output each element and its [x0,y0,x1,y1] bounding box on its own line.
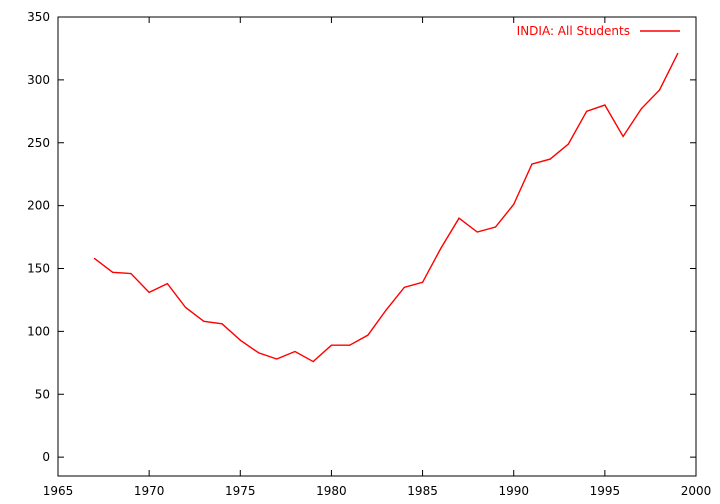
data-point [203,320,205,322]
x-tick-label: 1965 [43,484,74,498]
data-point [93,257,96,260]
data-point [421,281,424,283]
data-point [367,334,369,336]
data-point [549,158,551,160]
data-point [677,52,679,55]
series-line [94,53,679,363]
data-point [531,163,533,165]
x-tick-label: 1970 [134,484,165,498]
data-point [494,226,497,228]
data-point [440,247,442,249]
legend-label: INDIA: All Students [517,24,630,38]
legend: INDIA: All Students [517,24,680,38]
x-axis-ticks: 1965 1970 1975 1980 1985 1990 1995 2000 [43,17,712,498]
y-tick-label: 50 [35,387,50,401]
y-tick-label: 200 [27,199,50,213]
data-point [276,358,278,360]
data-point [312,360,314,363]
data-point [185,306,187,309]
data-point [567,143,570,145]
plot-area-border [57,16,697,477]
data-point [658,89,661,91]
y-tick-label: 150 [27,262,50,276]
y-tick-label: 350 [27,10,50,24]
x-tick-label: 2000 [681,484,712,498]
y-tick-label: 250 [27,136,50,150]
x-tick-label: 1975 [225,484,256,498]
data-point [622,135,624,138]
data-point [403,286,405,288]
data-point [586,110,588,112]
data-point [604,104,606,106]
data-point [221,323,223,325]
y-axis-ticks: 0 50 100 150 200 250 300 350 [27,10,696,464]
data-point [112,271,114,273]
data-point [166,282,168,285]
x-tick-label: 1980 [316,484,347,498]
data-point [349,344,351,346]
data-point [257,352,260,354]
y-tick-label: 100 [27,324,50,338]
data-point [330,344,333,346]
data-point [239,339,241,341]
data-point [148,291,150,293]
data-point [294,350,296,353]
data-point [130,272,132,275]
data-point [458,217,460,219]
data-point [513,203,515,205]
x-tick-label: 1985 [407,484,438,498]
series-layer [93,52,679,363]
x-tick-label: 1995 [590,484,621,498]
data-point [385,309,387,311]
y-tick-label: 0 [42,450,50,464]
x-tick-label: 1990 [498,484,529,498]
y-tick-label: 300 [27,73,50,87]
data-point [476,231,478,233]
data-point [640,108,642,110]
